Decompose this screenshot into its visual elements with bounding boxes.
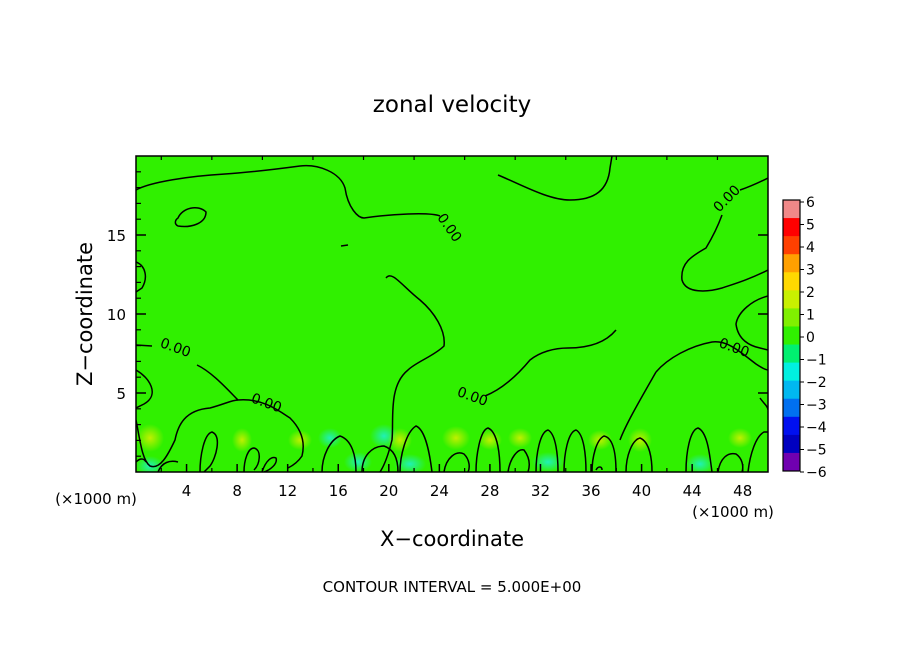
x-unit-label: (×1000 m) [692, 503, 774, 521]
colorbar-tick-label: 5 [806, 218, 815, 234]
colorbar-swatch [783, 308, 800, 327]
x-tick-label: 24 [430, 482, 449, 500]
x-tick-label: 32 [531, 482, 550, 500]
colorbar-tick-label: −2 [806, 375, 827, 391]
y-unit-label: (×1000 m) [55, 490, 137, 508]
colorbar-tick-label: 6 [806, 195, 815, 211]
colorbar-swatch [783, 254, 800, 273]
ground-blobs [136, 424, 752, 472]
colorbar-swatch [783, 362, 800, 382]
colorbar-tick-label: 1 [806, 308, 815, 324]
x-tick-label: 12 [278, 482, 297, 500]
contour-interval-note: CONTOUR INTERVAL = 5.000E+00 [323, 578, 582, 596]
x-tick-label: 20 [379, 482, 398, 500]
colorbar-swatch [783, 416, 800, 436]
x-tick-label: 44 [683, 482, 702, 500]
colorbar-swatch [783, 290, 800, 309]
colorbar-swatch [783, 200, 800, 219]
colorbar-tick-label: −1 [806, 353, 827, 369]
contour-lines [136, 156, 768, 472]
colorbar-tick-label: −6 [806, 465, 827, 481]
y-tick-label: 15 [107, 227, 126, 245]
colorbar-swatch [783, 434, 800, 454]
x-axis-label: X−coordinate [380, 527, 524, 551]
x-tick-label: 36 [581, 482, 600, 500]
colorbar-swatch [783, 218, 800, 237]
x-axis: 4 8 12 16 20 24 28 32 36 40 44 48 [160, 156, 752, 500]
x-tick-label: 4 [182, 482, 192, 500]
colorbar-tick-label: 3 [806, 263, 815, 279]
x-tick-label: 28 [480, 482, 499, 500]
colorbar: 6 5 4 3 2 1 0 −1 −2 −3 −4 −5 −6 [782, 195, 827, 481]
y-tick-label: 10 [107, 306, 126, 324]
colorbar-tick-label: −5 [806, 443, 827, 459]
colorbar-tick-label: −3 [806, 398, 827, 414]
colorbar-swatch [783, 452, 800, 472]
colorbar-tick-label: 4 [806, 240, 815, 256]
colorbar-frame [782, 199, 801, 472]
field-fill [136, 156, 768, 472]
plot-area: 0.000.000.000.00 0.000.00 [136, 156, 768, 472]
y-axis: 5 10 15 [107, 171, 768, 457]
x-tick-label: 16 [329, 482, 348, 500]
colorbar-tick-label: −4 [806, 420, 827, 436]
x-tick-label: 48 [733, 482, 752, 500]
x-tick-label: 8 [232, 482, 242, 500]
chart-title: zonal velocity [373, 92, 531, 118]
y-axis-label: Z−coordinate [73, 242, 97, 386]
colorbar-swatch [783, 236, 800, 255]
x-tick-label: 40 [632, 482, 651, 500]
colorbar-tick-label: 0 [806, 330, 815, 346]
colorbar-swatch [783, 272, 800, 291]
colorbar-swatch [783, 344, 800, 364]
colorbar-swatch [783, 326, 800, 346]
colorbar-tick-label: 2 [806, 285, 815, 301]
colorbar-swatch [783, 380, 800, 400]
colorbar-swatch [783, 398, 800, 418]
y-tick-label: 5 [116, 385, 126, 403]
